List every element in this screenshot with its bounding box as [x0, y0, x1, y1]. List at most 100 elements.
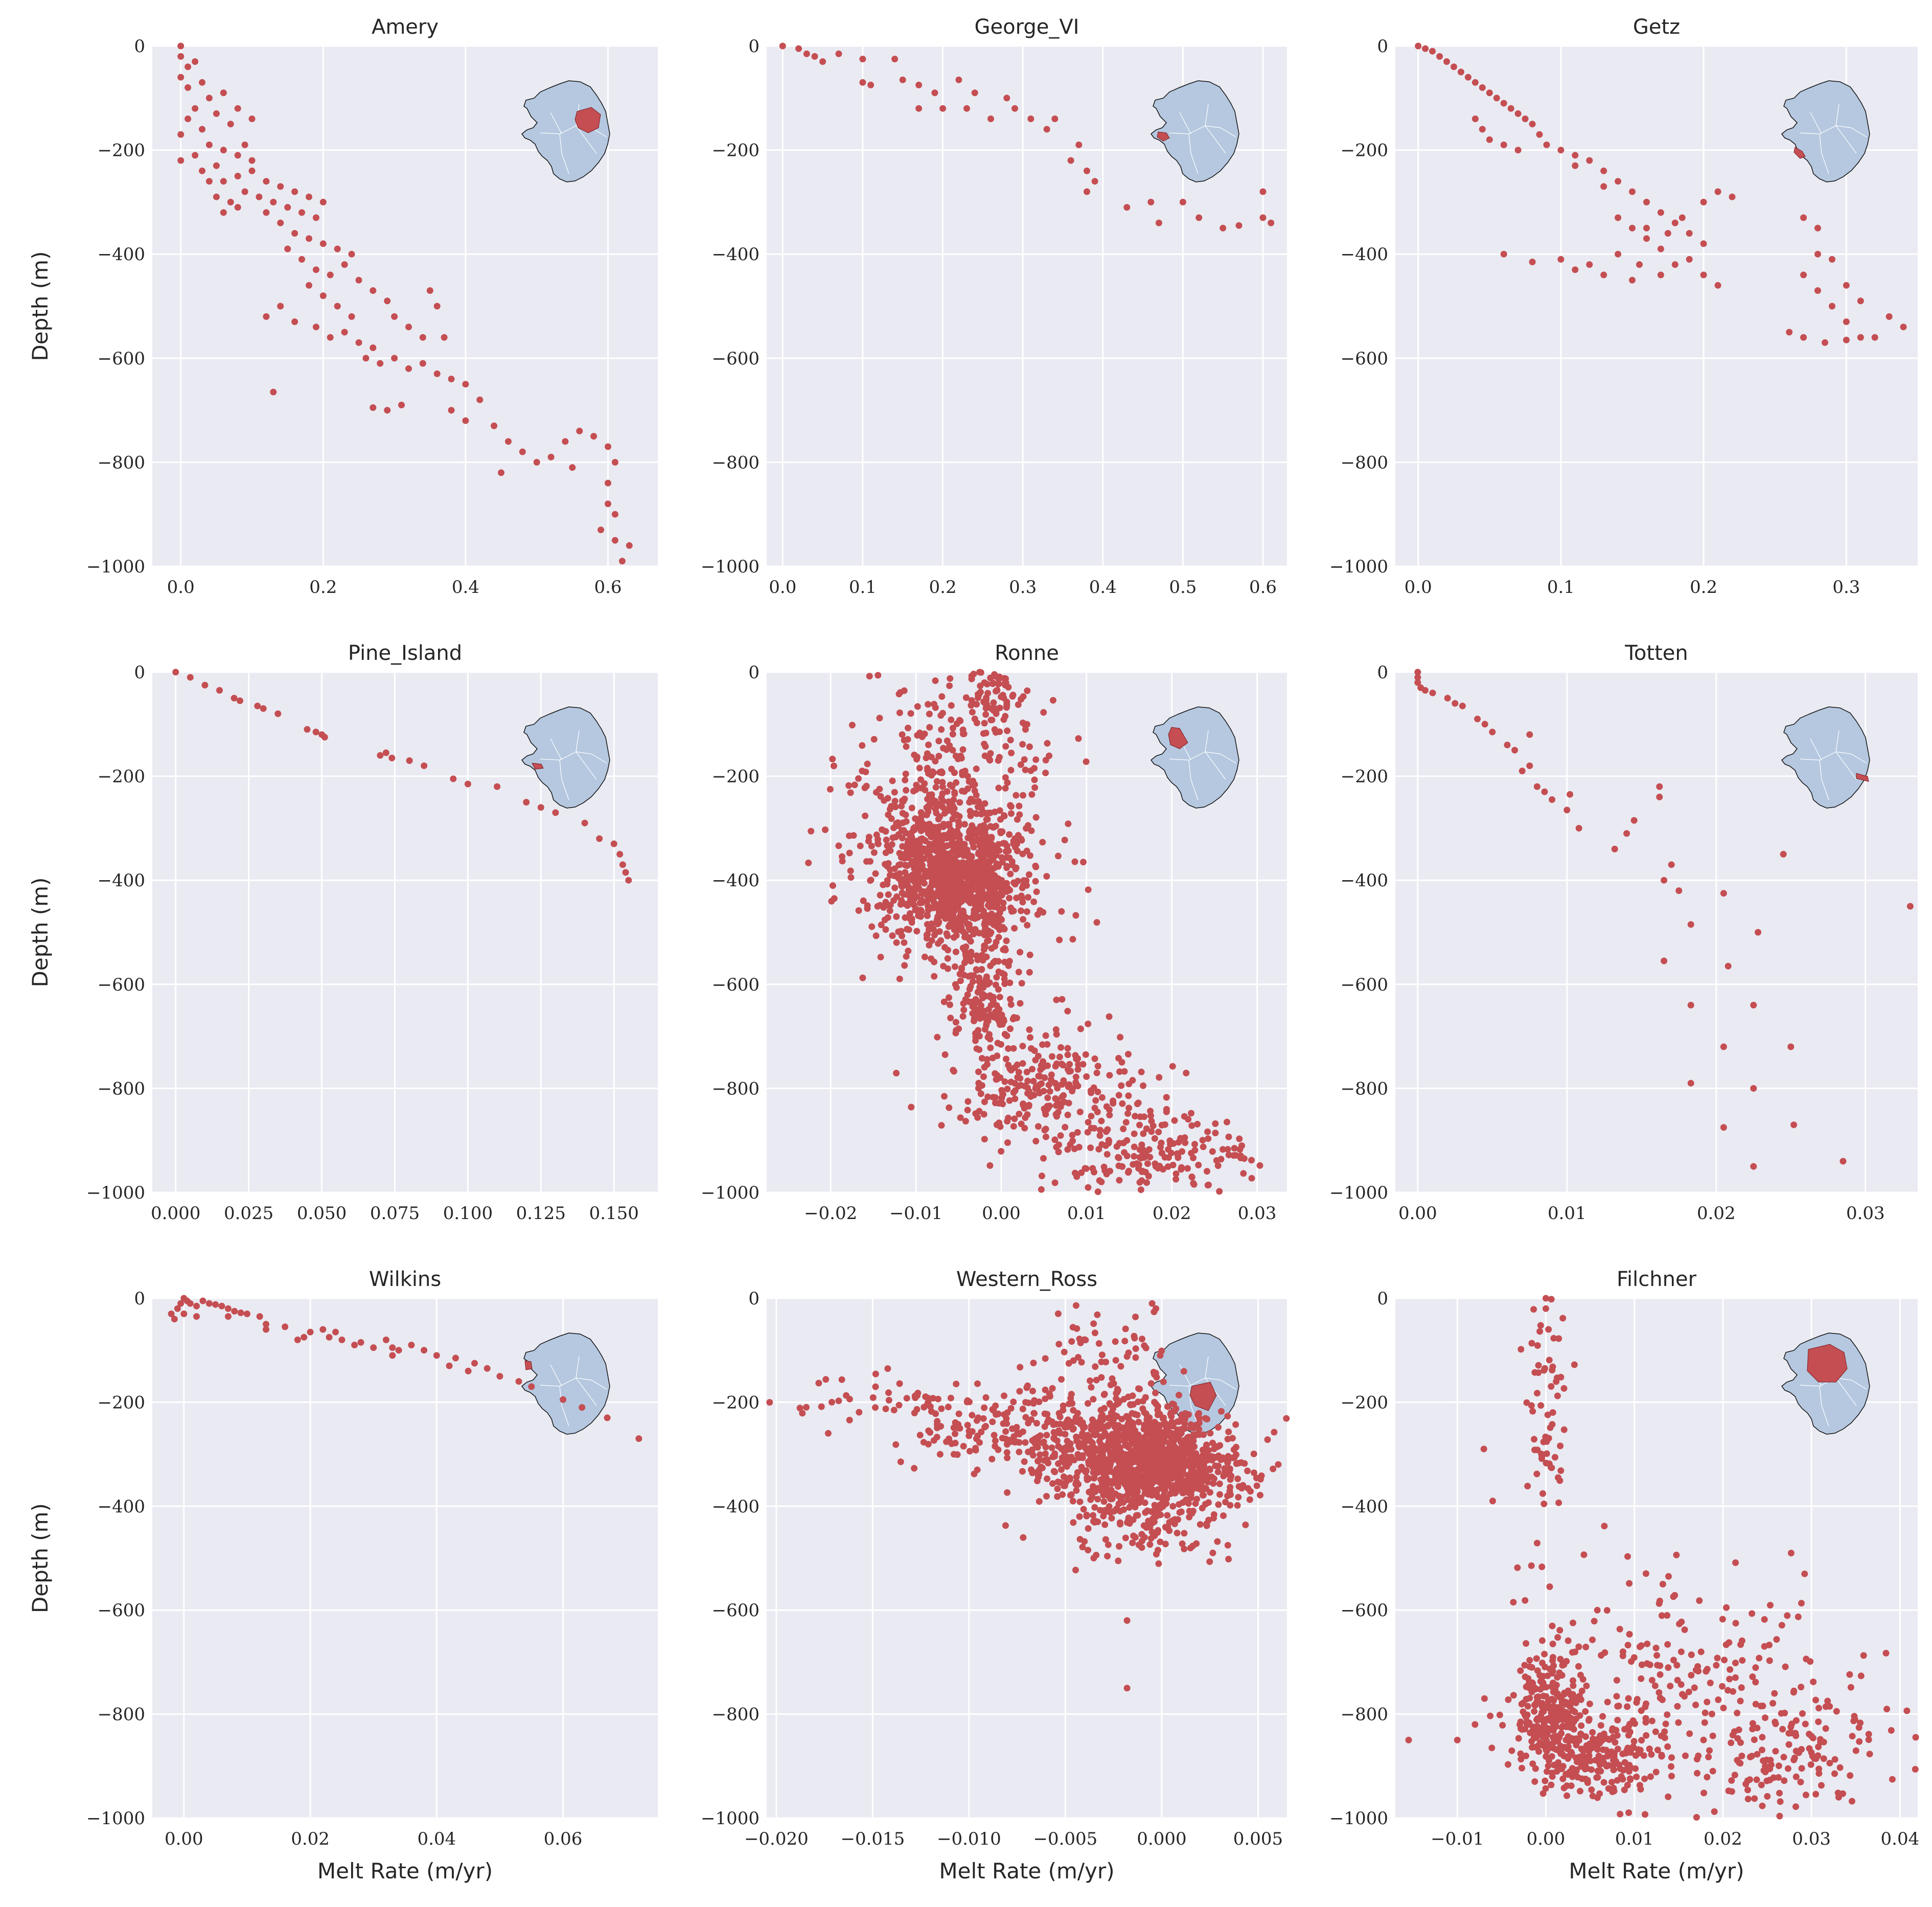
data-point — [1031, 1047, 1038, 1054]
data-point — [799, 1410, 806, 1417]
data-point — [1042, 1395, 1049, 1403]
data-point — [1224, 1118, 1230, 1125]
data-point — [494, 783, 501, 790]
data-point — [1654, 1747, 1661, 1754]
data-point — [1025, 1419, 1032, 1427]
data-point — [959, 746, 967, 753]
data-point — [1232, 1421, 1239, 1428]
data-point — [944, 788, 951, 795]
x-tick-label: 0.3 — [1832, 577, 1860, 598]
data-point — [1474, 716, 1481, 723]
data-point — [1007, 1078, 1015, 1086]
data-point — [964, 897, 972, 904]
data-point — [1241, 1460, 1248, 1467]
data-point — [199, 167, 205, 174]
antarctica-map-icon — [1781, 706, 1870, 809]
data-point — [973, 719, 980, 726]
data-point — [1831, 1770, 1838, 1777]
data-point — [933, 778, 940, 785]
data-point — [924, 765, 931, 772]
data-point — [1155, 1165, 1162, 1171]
data-point — [982, 866, 989, 874]
data-point — [829, 882, 836, 889]
data-point — [989, 1418, 996, 1426]
data-point — [908, 832, 914, 839]
data-point — [993, 938, 1000, 946]
data-point — [185, 63, 192, 71]
data-point — [1629, 1717, 1637, 1724]
data-point — [1073, 1173, 1080, 1180]
data-point — [982, 1394, 990, 1401]
x-tick-label: 0.01 — [1548, 1203, 1586, 1224]
data-point — [984, 937, 991, 945]
panel-ronne: −0.02 −0.01 0.00 0.01 0.02 0.030−200−400−600−… — [701, 641, 1287, 1224]
data-point — [1157, 1144, 1164, 1151]
data-point — [983, 953, 990, 960]
data-point — [1148, 1118, 1155, 1124]
data-point — [946, 822, 953, 830]
data-point — [899, 835, 906, 842]
data-point — [1129, 1077, 1136, 1084]
data-point — [1655, 1600, 1663, 1607]
data-point — [1656, 783, 1663, 790]
data-point — [1681, 1626, 1688, 1633]
data-point — [1754, 1751, 1761, 1758]
data-point — [348, 313, 355, 320]
data-point — [1053, 1437, 1061, 1444]
data-point — [1073, 1487, 1080, 1494]
data-point — [1132, 1113, 1139, 1120]
data-point — [334, 303, 341, 310]
data-point — [1023, 908, 1030, 915]
y-tick-label: −1000 — [701, 1183, 760, 1203]
data-point — [1767, 1602, 1774, 1609]
data-point — [426, 287, 433, 294]
data-point — [1125, 1426, 1132, 1433]
data-point — [941, 1093, 948, 1100]
data-point — [1157, 1429, 1164, 1436]
data-point — [959, 730, 967, 738]
data-point — [932, 757, 939, 765]
data-point — [1644, 1640, 1651, 1647]
data-point — [932, 855, 939, 862]
data-point — [1094, 1063, 1101, 1070]
data-point — [1179, 1540, 1186, 1547]
data-point — [1643, 224, 1650, 232]
data-point — [1034, 1444, 1041, 1451]
data-point — [1091, 1105, 1098, 1112]
data-point — [1135, 1385, 1142, 1392]
data-point — [1158, 1347, 1165, 1354]
data-point — [998, 693, 1005, 700]
data-point — [1090, 1396, 1097, 1403]
y-tick-label: −1000 — [1329, 1183, 1388, 1203]
data-point — [835, 1397, 842, 1405]
data-point — [528, 1383, 535, 1390]
data-point — [1019, 851, 1026, 858]
data-point — [1130, 1532, 1137, 1540]
y-tick-label: −800 — [1341, 1705, 1388, 1725]
data-point — [1248, 1157, 1255, 1164]
data-point — [1104, 1553, 1111, 1559]
data-point — [1059, 1454, 1066, 1461]
data-point — [1106, 1503, 1113, 1510]
data-point — [213, 193, 220, 200]
data-point — [1087, 1087, 1094, 1094]
data-point — [1154, 1424, 1161, 1431]
data-point — [1246, 1496, 1253, 1503]
data-point — [205, 95, 213, 102]
data-point — [341, 329, 348, 336]
data-point — [1000, 946, 1007, 953]
data-point — [1078, 1359, 1085, 1366]
data-point — [818, 1403, 825, 1410]
data-point — [1800, 334, 1807, 341]
data-point — [1578, 1722, 1585, 1729]
data-point — [1075, 1143, 1083, 1151]
data-point — [1046, 752, 1053, 760]
data-point — [925, 1441, 932, 1448]
data-point — [949, 872, 956, 880]
data-point — [1152, 1389, 1159, 1396]
data-point — [1147, 198, 1155, 205]
y-tick-label: 0 — [1377, 1289, 1388, 1309]
data-point — [1436, 53, 1443, 60]
data-point — [906, 849, 913, 856]
data-point — [1536, 131, 1543, 138]
